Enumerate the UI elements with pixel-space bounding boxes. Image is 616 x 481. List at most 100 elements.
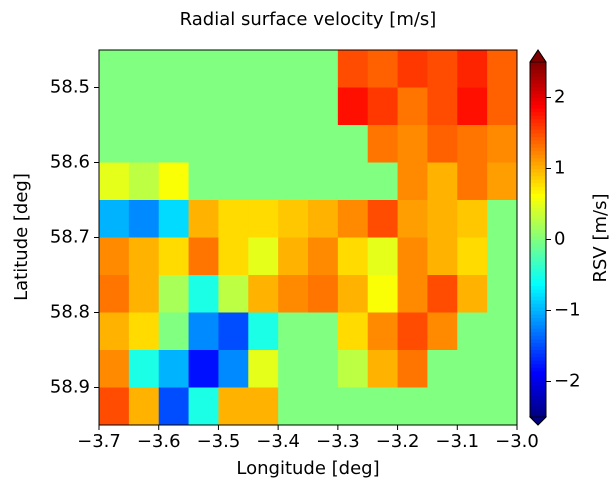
colorbar-segment xyxy=(530,232,546,237)
colorbar-segment xyxy=(530,182,546,187)
heatmap-cell xyxy=(457,162,488,201)
colorbar-segment xyxy=(530,172,546,177)
heatmap-cell xyxy=(158,87,190,126)
heatmap-cell xyxy=(457,125,488,163)
heatmap-cell xyxy=(218,350,249,388)
colorbar-segment xyxy=(530,196,546,201)
colorbar-segment xyxy=(530,122,546,127)
colorbar-segment xyxy=(530,335,546,340)
heatmap-cell xyxy=(367,200,399,238)
heatmap-cell xyxy=(99,350,130,388)
colorbar-segment xyxy=(530,111,546,116)
heatmap-cell xyxy=(427,387,458,426)
heatmap-cell xyxy=(457,275,488,313)
colorbar-segment xyxy=(530,133,546,138)
colorbar-segment xyxy=(530,321,546,326)
colorbar-segment xyxy=(530,204,546,209)
colorbar-segment xyxy=(530,406,546,411)
colorbar-segment xyxy=(530,228,546,233)
colorbar-segment xyxy=(530,179,546,184)
colorbar-segment xyxy=(530,285,546,290)
heatmap-cell xyxy=(278,237,309,276)
heatmap-cell xyxy=(99,275,130,313)
heatmap-cell xyxy=(128,237,160,276)
heatmap-cell xyxy=(158,162,190,201)
colorbar-segment xyxy=(530,346,546,351)
heatmap-cell xyxy=(308,275,339,313)
colorbar-segment xyxy=(530,101,546,106)
y-tick-label: 58.7 xyxy=(50,227,90,248)
colorbar-segment xyxy=(530,360,546,365)
heatmap-cell xyxy=(248,312,279,351)
heatmap-cell xyxy=(427,350,458,388)
heatmap-cell xyxy=(457,312,488,351)
colorbar-tick-label: 0 xyxy=(554,229,565,250)
colorbar-segment xyxy=(530,69,546,74)
heatmap-cell xyxy=(397,237,428,276)
heatmap-cell xyxy=(397,350,428,388)
colorbar-segment xyxy=(530,164,546,169)
colorbar-segment xyxy=(530,207,546,212)
heatmap-cell xyxy=(128,350,160,388)
colorbar-segment xyxy=(530,211,546,216)
colorbar-segment xyxy=(530,136,546,141)
heatmap-cell xyxy=(128,312,160,351)
x-tick-label: −3.6 xyxy=(137,431,181,452)
heatmap-cell xyxy=(308,237,339,276)
heatmap-cell xyxy=(158,275,190,313)
colorbar-segment xyxy=(530,83,546,88)
heatmap-cell xyxy=(128,50,160,88)
heatmap-cell xyxy=(367,125,399,163)
colorbar-segment xyxy=(530,381,546,386)
colorbar-segment xyxy=(530,271,546,276)
x-tick-label: −3.5 xyxy=(197,431,241,452)
colorbar-segment xyxy=(530,296,546,301)
heatmap-cell xyxy=(218,387,249,426)
colorbar-segment xyxy=(530,388,546,393)
x-tick-label: −3.1 xyxy=(435,431,479,452)
heatmap-cell xyxy=(248,275,279,313)
heatmap-cell xyxy=(308,200,339,238)
heatmap-cell xyxy=(99,125,130,163)
colorbar-segment xyxy=(530,76,546,81)
heatmap-cell xyxy=(218,200,249,238)
colorbar-segment xyxy=(530,161,546,166)
colorbar-segment xyxy=(530,147,546,152)
heatmap-cell xyxy=(337,387,369,426)
heatmap-cell xyxy=(278,162,309,201)
colorbar-segment xyxy=(530,125,546,130)
colorbar-segment xyxy=(530,140,546,145)
x-tick-label: −3.4 xyxy=(256,431,300,452)
colorbar-segment xyxy=(530,267,546,272)
colorbar-segment xyxy=(530,310,546,315)
heatmap-cell xyxy=(278,387,309,426)
heatmap-cell xyxy=(337,350,369,388)
heatmap-cell xyxy=(128,200,160,238)
colorbar-segment xyxy=(530,374,546,379)
heatmap-cell xyxy=(427,200,458,238)
heatmap-cell xyxy=(308,387,339,426)
heatmap-cell xyxy=(248,350,279,388)
heatmap-cell xyxy=(427,275,458,313)
heatmap-cell xyxy=(457,87,488,126)
colorbar-segment xyxy=(530,93,546,98)
heatmap-cell xyxy=(158,50,190,88)
heatmap-cell xyxy=(128,162,160,201)
heatmap-cell xyxy=(427,162,458,201)
colorbar-segment xyxy=(530,243,546,248)
colorbar-segment xyxy=(530,353,546,358)
colorbar-segment xyxy=(530,377,546,382)
heatmap-cell xyxy=(218,87,249,126)
colorbar-frame xyxy=(529,49,547,426)
heatmap-cell xyxy=(457,200,488,238)
heatmap-cell xyxy=(248,125,279,163)
heatmap-cell xyxy=(278,200,309,238)
colorbar-segment xyxy=(530,303,546,308)
heatmap-cell xyxy=(308,50,339,88)
colorbar-segment xyxy=(530,306,546,311)
heatmap-cell xyxy=(188,312,219,351)
heatmap-cell xyxy=(457,237,488,276)
colorbar-segment xyxy=(530,289,546,294)
heatmap-cell xyxy=(308,162,339,201)
colorbar-segment xyxy=(530,292,546,297)
